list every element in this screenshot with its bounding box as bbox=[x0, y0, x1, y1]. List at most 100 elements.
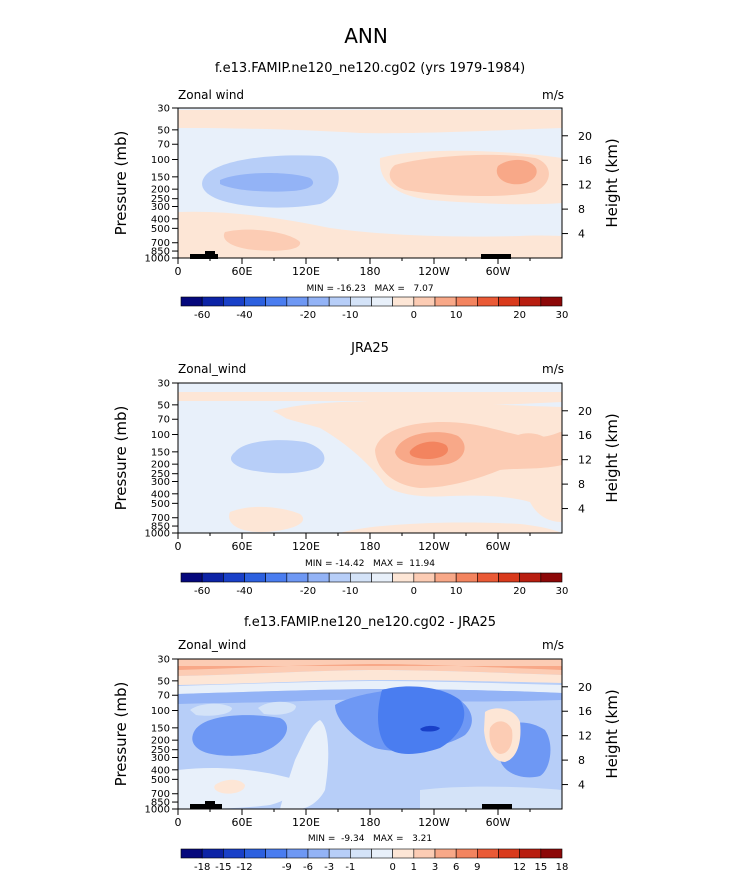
region-positive-1-to-3 bbox=[178, 659, 562, 676]
y-tick-label: 400 bbox=[151, 214, 170, 225]
colorbar-swatch bbox=[223, 296, 245, 307]
panel-jra25: JRA25 Zonal_wind m/s 3050701001502002503… bbox=[112, 341, 621, 597]
y-tick-label: 400 bbox=[151, 489, 170, 500]
colorbar-label: -3 bbox=[324, 862, 334, 873]
x-tick-label: 120W bbox=[418, 265, 450, 278]
colorbar-swatch bbox=[540, 572, 563, 583]
region-negative-10-to-20 bbox=[220, 172, 314, 192]
region-positive-10-to-20 bbox=[509, 433, 550, 458]
colorbar-label: -60 bbox=[194, 586, 210, 597]
colorbar-swatch bbox=[371, 848, 393, 859]
colorbar-swatch bbox=[519, 848, 542, 859]
colorbar-swatch bbox=[519, 572, 542, 583]
y-tick-label: 150 bbox=[151, 723, 170, 734]
colorbar-label: 0 bbox=[389, 862, 395, 873]
colorbar-swatch bbox=[413, 848, 436, 859]
x-tick-label: 120W bbox=[418, 540, 450, 553]
y-tick-label: 50 bbox=[157, 125, 170, 136]
y2-tick-label: 16 bbox=[578, 705, 592, 718]
x-tick-label: 180 bbox=[360, 540, 381, 553]
y-tick-label: 700 bbox=[151, 789, 170, 800]
topography-block bbox=[481, 254, 511, 259]
stats-text: MIN = -9.34 MAX = 3.21 bbox=[308, 834, 432, 844]
y-tick-label: 300 bbox=[151, 753, 170, 764]
y-tick-label: 70 bbox=[157, 415, 170, 426]
colorbar-label: -18 bbox=[194, 862, 210, 873]
y-tick-label: 1000 bbox=[145, 529, 170, 540]
panel-model: f.e13.FAMIP.ne120_ne120.cg02 (yrs 1979-1… bbox=[112, 61, 621, 321]
colorbar-swatch bbox=[223, 572, 245, 583]
region-positive-0-to-1 bbox=[178, 670, 562, 685]
colorbar-swatch bbox=[265, 296, 288, 307]
colorbar-swatch bbox=[350, 848, 372, 859]
colorbar-label: 6 bbox=[453, 862, 459, 873]
region-positive-0-to-10 bbox=[229, 506, 304, 533]
x-tick-label: 60E bbox=[232, 816, 253, 829]
region-negative-6-to-9 bbox=[192, 715, 288, 756]
contour-field bbox=[178, 383, 562, 533]
y-tick-label: 200 bbox=[151, 185, 170, 196]
colorbar-label: -6 bbox=[303, 862, 313, 873]
colorbar-swatch bbox=[477, 572, 499, 583]
units-label: m/s bbox=[542, 638, 564, 652]
y2-tick-label: 4 bbox=[578, 228, 585, 241]
colorbar-swatch bbox=[392, 848, 415, 859]
colorbar-swatch bbox=[244, 572, 266, 583]
region-positive-0-to-10 bbox=[178, 392, 562, 406]
y2-tick-label: 4 bbox=[578, 779, 585, 792]
colorbar-swatch bbox=[350, 296, 372, 307]
x-tick-label: 180 bbox=[360, 816, 381, 829]
y2-tick-label: 8 bbox=[578, 754, 585, 767]
colorbar-swatch bbox=[307, 572, 330, 583]
y-tick-label: 700 bbox=[151, 238, 170, 249]
region-positive-30-plus bbox=[409, 441, 449, 459]
colorbar-label: 9 bbox=[474, 862, 480, 873]
x-tick-label: 60E bbox=[232, 265, 253, 278]
y-tick-label: 250 bbox=[151, 194, 170, 205]
colorbar-swatch bbox=[434, 572, 457, 583]
region-positive-0-to-10 bbox=[340, 522, 562, 533]
colorbar-label: -60 bbox=[194, 310, 210, 321]
colorbar-label: -12 bbox=[236, 862, 252, 873]
region-positive-20-plus bbox=[496, 159, 537, 185]
colorbar-label: -1 bbox=[345, 862, 355, 873]
topography-block bbox=[205, 801, 215, 804]
colorbar-swatch bbox=[307, 296, 330, 307]
x-tick-label: 60W bbox=[486, 816, 511, 829]
colorbar-swatch bbox=[180, 848, 203, 859]
colorbar-label: 3 bbox=[432, 862, 438, 873]
colorbar-label: 1 bbox=[411, 862, 417, 873]
y2-tick-label: 20 bbox=[578, 681, 592, 694]
colorbar-label: 30 bbox=[556, 310, 569, 321]
colorbar-swatch bbox=[328, 848, 351, 859]
region-positive-0-to-10 bbox=[178, 110, 562, 134]
region-positive-0-to-1 bbox=[214, 779, 245, 794]
y2-tick-label: 8 bbox=[578, 478, 585, 491]
colorbar-label: -10 bbox=[342, 586, 358, 597]
x-tick-label: 180 bbox=[360, 265, 381, 278]
y2-tick-label: 4 bbox=[578, 503, 585, 516]
colorbar-swatch bbox=[519, 296, 542, 307]
colorbar-swatch bbox=[180, 296, 203, 307]
colorbar-swatch bbox=[201, 296, 224, 307]
colorbar-swatch bbox=[477, 848, 499, 859]
y-axis-label: Pressure (mb) bbox=[112, 131, 130, 236]
y-tick-label: 30 bbox=[157, 379, 170, 390]
stats-text: MIN = -14.42 MAX = 11.94 bbox=[305, 559, 435, 569]
colorbar-swatch bbox=[201, 572, 224, 583]
y-tick-label: 850 bbox=[151, 247, 170, 258]
y2-axis-label: Height (km) bbox=[603, 413, 621, 502]
y-axis-label: Pressure (mb) bbox=[112, 406, 130, 511]
y-tick-label: 850 bbox=[151, 798, 170, 809]
colorbar-swatch bbox=[413, 296, 436, 307]
colorbar-swatch bbox=[455, 296, 478, 307]
colorbar-label: 15 bbox=[534, 862, 547, 873]
y-tick-label: 50 bbox=[157, 676, 170, 687]
colorbar-swatch bbox=[286, 848, 309, 859]
colorbar-swatch bbox=[498, 296, 520, 307]
colorbar-swatch bbox=[498, 848, 520, 859]
y-tick-label: 850 bbox=[151, 522, 170, 533]
y-axis-label: Pressure (mb) bbox=[112, 682, 130, 787]
colorbar-swatch bbox=[477, 296, 499, 307]
